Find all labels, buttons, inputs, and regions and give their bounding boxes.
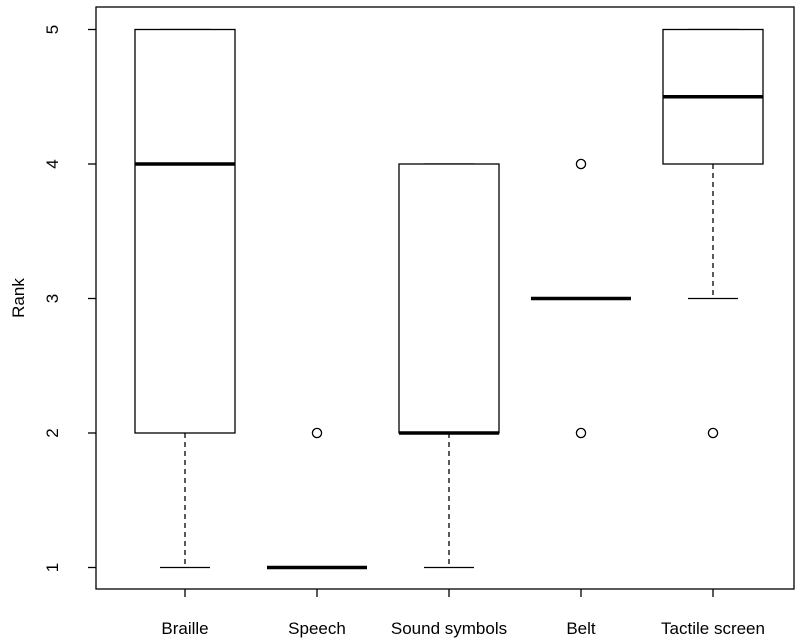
box-belt (531, 158, 631, 439)
box-braille (134, 28, 236, 569)
x-axis: Braille Speech Sound symbols Belt Tactile sc… (161, 589, 765, 638)
x-tick-label-belt: Belt (566, 619, 596, 638)
y-tick-label-5: 5 (43, 25, 62, 34)
y-axis: 1 2 3 4 5 (43, 25, 96, 572)
outlier-point-belt-4 (575, 158, 587, 170)
y-tick-label-4: 4 (43, 159, 62, 168)
x-tick-label-tactile-screen: Tactile screen (661, 619, 765, 638)
iqr-box-sound-symbols (398, 163, 500, 434)
outlier-point-speech-2 (311, 427, 323, 439)
box-tactile-screen (662, 28, 764, 439)
box-sound-symbols (398, 163, 500, 569)
outlier-point-belt-2 (575, 427, 587, 439)
outlier-point-tactile-screen-2 (707, 427, 719, 439)
y-axis-title: Rank (9, 278, 28, 318)
x-tick-label-speech: Speech (288, 619, 346, 638)
y-tick-label-3: 3 (43, 294, 62, 303)
x-tick-label-sound-symbols: Sound symbols (391, 619, 507, 638)
box-speech (267, 427, 367, 570)
y-tick-label-2: 2 (43, 428, 62, 437)
y-tick-label-1: 1 (43, 563, 62, 572)
iqr-box-braille (134, 28, 236, 434)
x-tick-label-braille: Braille (161, 619, 208, 638)
box-series (134, 28, 764, 570)
